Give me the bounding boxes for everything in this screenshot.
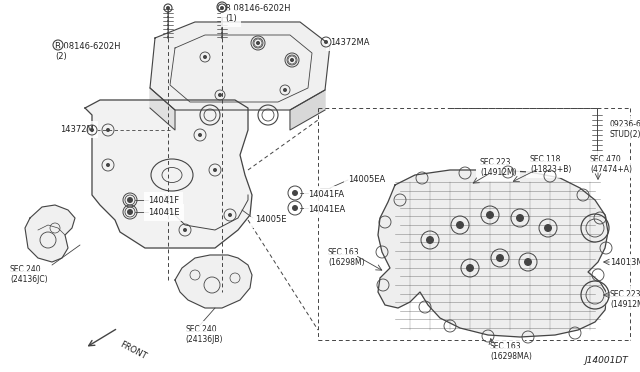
Circle shape [466, 264, 474, 272]
Circle shape [426, 236, 434, 244]
Circle shape [291, 58, 294, 61]
Text: B 08146-6202H: B 08146-6202H [225, 4, 291, 13]
Text: SEC.470: SEC.470 [590, 155, 621, 164]
Text: SEC.163: SEC.163 [328, 248, 360, 257]
Circle shape [213, 168, 217, 172]
Circle shape [166, 6, 170, 10]
Text: 14005EA: 14005EA [348, 175, 385, 184]
Circle shape [292, 190, 298, 196]
Text: (11823+B): (11823+B) [530, 165, 572, 174]
Circle shape [456, 221, 464, 229]
Text: SEC.118: SEC.118 [530, 155, 561, 164]
Text: (16298M): (16298M) [328, 258, 365, 267]
Text: B 08146-6202H: B 08146-6202H [55, 42, 120, 51]
Text: (1): (1) [225, 14, 237, 23]
Text: 14041F: 14041F [148, 196, 179, 205]
Text: (47474+A): (47474+A) [590, 165, 632, 174]
Text: (16298MA): (16298MA) [490, 352, 532, 361]
Circle shape [127, 197, 133, 203]
Circle shape [203, 55, 207, 59]
Text: SEC.240: SEC.240 [185, 325, 216, 334]
Circle shape [516, 214, 524, 222]
Text: 09236-61610: 09236-61610 [610, 120, 640, 129]
Text: 14041FA: 14041FA [308, 190, 344, 199]
Polygon shape [25, 205, 75, 262]
Text: (2): (2) [55, 52, 67, 61]
Text: 14005E: 14005E [255, 215, 287, 224]
Circle shape [496, 254, 504, 262]
Circle shape [106, 163, 110, 167]
Polygon shape [175, 255, 252, 308]
Text: 14013M: 14013M [610, 258, 640, 267]
Text: 14041E: 14041E [148, 208, 179, 217]
Text: (14912M): (14912M) [480, 168, 516, 177]
Text: 14372M: 14372M [60, 125, 93, 134]
Circle shape [228, 213, 232, 217]
Polygon shape [378, 170, 608, 337]
Text: (14912M): (14912M) [610, 300, 640, 309]
Text: SEC.240: SEC.240 [10, 265, 42, 274]
Circle shape [127, 209, 133, 215]
Text: SEC.223: SEC.223 [610, 290, 640, 299]
Circle shape [290, 58, 294, 62]
Polygon shape [85, 100, 252, 248]
Circle shape [292, 205, 298, 211]
Polygon shape [290, 90, 325, 130]
Polygon shape [150, 88, 175, 130]
Circle shape [183, 228, 187, 232]
Circle shape [90, 128, 94, 132]
Polygon shape [150, 22, 330, 110]
Circle shape [106, 128, 110, 132]
Text: STUD(2): STUD(2) [610, 130, 640, 139]
Text: 14041EA: 14041EA [308, 205, 345, 214]
Circle shape [220, 6, 224, 10]
Circle shape [486, 211, 494, 219]
Circle shape [198, 133, 202, 137]
Text: FRONT: FRONT [118, 340, 148, 362]
Circle shape [218, 93, 222, 97]
Text: J14001DT: J14001DT [584, 356, 628, 365]
Circle shape [324, 40, 328, 44]
Circle shape [524, 258, 532, 266]
Circle shape [544, 224, 552, 232]
Circle shape [256, 41, 260, 45]
Text: SEC.163: SEC.163 [490, 342, 522, 351]
Text: SEC.223: SEC.223 [480, 158, 511, 167]
Circle shape [257, 42, 259, 45]
Text: 14372MA: 14372MA [330, 38, 369, 47]
Circle shape [283, 88, 287, 92]
Text: (24136JC): (24136JC) [10, 275, 47, 284]
Text: (24136JB): (24136JB) [185, 335, 223, 344]
